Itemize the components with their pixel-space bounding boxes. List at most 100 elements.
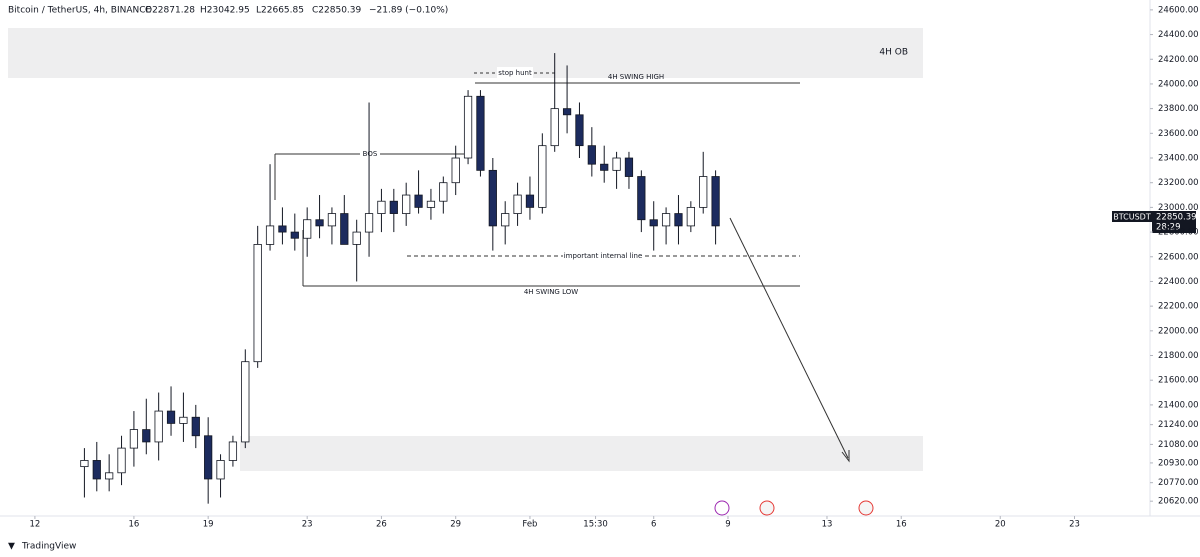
candle-body	[661, 213, 671, 227]
header-symbol: Bitcoin / TetherUS, 4h, BINANCE	[8, 6, 152, 16]
x-tick-label: 29	[450, 520, 461, 530]
candle-body	[129, 429, 139, 449]
x-tick-label: 6	[651, 520, 656, 530]
y-tick-label: 21600.00	[1158, 376, 1199, 386]
event-icon[interactable]	[714, 500, 730, 516]
footer-logo: ▼	[8, 542, 15, 552]
candle-body	[216, 460, 225, 480]
y-tick-label: 20770.00	[1158, 478, 1199, 488]
swing-low-label: 4H SWING LOW	[524, 288, 578, 296]
y-tick-label: 21240.00	[1158, 420, 1199, 430]
candle-body	[587, 145, 596, 165]
candle-body	[600, 163, 609, 171]
candle-body	[674, 213, 683, 227]
candle-body	[488, 169, 497, 227]
x-tick-label: 13	[822, 520, 833, 530]
candle-body	[117, 447, 126, 474]
header-change: −21.89 (−0.10%)	[369, 6, 448, 16]
candle-body	[451, 157, 460, 184]
candle-body	[253, 244, 262, 363]
x-tick-label: 26	[376, 520, 387, 530]
candle-body	[439, 182, 448, 202]
bos-label: BOS	[363, 150, 378, 158]
candle-body	[278, 225, 287, 233]
x-tick-label: 15:30	[583, 520, 608, 530]
event-icon[interactable]	[759, 500, 775, 516]
x-tick-label: 23	[302, 520, 313, 530]
stop-hunt-bg	[497, 67, 533, 78]
x-tick-label: 16	[896, 520, 907, 530]
candle-body	[364, 213, 374, 233]
candle-body	[179, 416, 188, 424]
price-tag-price: 22850.39	[1156, 213, 1197, 223]
candle-body	[166, 410, 176, 424]
candle-body	[352, 231, 361, 245]
y-tick-label: 22200.00	[1158, 302, 1199, 312]
stop-hunt-label: stop hunt	[498, 69, 532, 77]
candle-body	[142, 429, 151, 443]
y-tick-label: 23400.00	[1158, 154, 1199, 164]
candle-body	[327, 213, 337, 227]
candle-body	[389, 200, 398, 214]
bos-bg	[360, 148, 380, 159]
candle-body	[624, 157, 634, 177]
candle-body	[241, 361, 250, 443]
y-tick-label: 20620.00	[1158, 497, 1199, 507]
candle-body	[414, 194, 423, 208]
y-tick-label: 22000.00	[1158, 326, 1199, 336]
y-tick-label: 23200.00	[1158, 178, 1199, 188]
candle-body	[340, 213, 349, 245]
y-tick-label: 21800.00	[1158, 351, 1199, 361]
header-open: O22871.28	[145, 6, 195, 16]
candle-body	[463, 95, 473, 159]
x-tick-label: 12	[29, 520, 40, 530]
header-low: L22665.85	[256, 6, 304, 16]
price-tag-countdown: 28:29	[1156, 223, 1181, 233]
candle-body	[154, 410, 163, 443]
candle-body	[105, 472, 114, 480]
candle-body	[525, 194, 535, 208]
candle-body	[612, 157, 621, 171]
candle-body	[92, 460, 101, 480]
candle-body	[538, 145, 547, 208]
y-tick-label: 21400.00	[1158, 400, 1199, 410]
candle-body	[80, 460, 89, 468]
x-tick-label: 9	[725, 520, 730, 530]
header-high: H23042.95	[200, 6, 250, 16]
header-close: C22850.39	[312, 6, 362, 16]
y-tick-label: 22400.00	[1158, 277, 1199, 287]
candle-body	[513, 194, 522, 214]
y-tick-label: 24200.00	[1158, 55, 1199, 65]
candle-body	[575, 114, 584, 147]
candle-body	[649, 219, 658, 227]
ob-zone	[8, 28, 923, 78]
candle-body	[290, 231, 299, 239]
y-tick-label: 21080.00	[1158, 440, 1199, 450]
candle-body	[228, 441, 238, 461]
y-tick-label: 20930.00	[1158, 458, 1199, 468]
x-tick-label: Feb	[522, 520, 537, 530]
y-tick-label: 24400.00	[1158, 30, 1199, 40]
x-tick-label: 20	[995, 520, 1006, 530]
footer: TradingView	[21, 542, 76, 552]
y-tick-label: 22600.00	[1158, 252, 1199, 262]
event-icon[interactable]	[858, 500, 874, 516]
candle-body	[550, 108, 559, 147]
candle-body	[699, 176, 708, 208]
y-tick-label: 22800.00	[1158, 228, 1199, 238]
candle-body	[476, 95, 485, 171]
projection-arrow	[729, 217, 849, 459]
candle-body	[315, 219, 324, 227]
y-tick-label: 23800.00	[1158, 104, 1199, 114]
y-tick-label: 24600.00	[1158, 5, 1199, 15]
candle-body	[377, 200, 386, 214]
x-tick-label: 19	[203, 520, 214, 530]
arrow-head	[841, 450, 850, 463]
internal-bg	[563, 250, 643, 261]
internal-label: important internal line	[564, 252, 643, 260]
ob-label: 4H OB	[879, 48, 908, 58]
symbol-tag-text: BTCUSDT	[1113, 213, 1151, 222]
y-tick-label: 24000.00	[1158, 79, 1199, 89]
x-tick-label: 16	[128, 520, 139, 530]
